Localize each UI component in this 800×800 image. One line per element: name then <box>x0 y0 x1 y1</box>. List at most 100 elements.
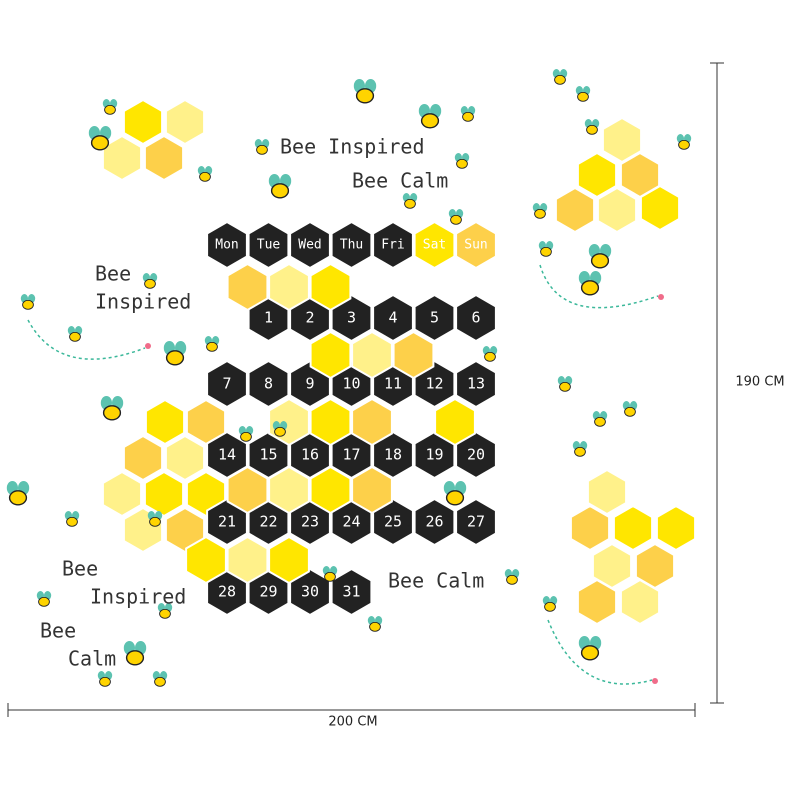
bee <box>6 481 30 506</box>
bee <box>588 244 612 269</box>
bee-body <box>38 596 50 607</box>
bee-body <box>420 113 440 129</box>
weekday-label: Sun <box>464 238 487 253</box>
bee-body <box>199 171 211 182</box>
bee-body <box>462 111 474 122</box>
hexagon <box>455 293 497 343</box>
bee-body <box>586 124 598 135</box>
height-label: 190 CM <box>735 375 784 390</box>
bee-body <box>240 431 252 442</box>
bee <box>592 411 608 427</box>
bee <box>443 481 467 506</box>
heart <box>145 343 151 349</box>
bee <box>676 134 692 150</box>
hexagon <box>372 293 414 343</box>
bee <box>64 511 80 527</box>
bee <box>538 241 554 257</box>
weekday-label: Mon <box>215 238 238 253</box>
slogan: Bee <box>62 557 98 581</box>
bee-body <box>534 208 546 219</box>
bee-body <box>159 608 171 619</box>
bee-body <box>404 198 416 209</box>
bee <box>204 336 220 352</box>
bee <box>552 69 568 85</box>
bee <box>322 566 338 582</box>
hexagon <box>247 359 290 409</box>
slogan: Bee <box>95 262 131 286</box>
hexagon <box>434 397 476 447</box>
bee <box>542 596 558 612</box>
day-number: 27 <box>467 513 485 531</box>
day-number: 31 <box>342 583 360 601</box>
hexagon <box>372 220 414 270</box>
day-number: 5 <box>430 309 439 327</box>
bee-body <box>580 280 600 296</box>
day-number: 13 <box>467 375 485 393</box>
bee <box>268 174 292 199</box>
bee-body <box>369 621 381 632</box>
bee <box>97 671 113 687</box>
day-number: 24 <box>342 513 360 531</box>
hexagon <box>601 116 643 164</box>
bee-body <box>559 381 571 392</box>
bee-body <box>484 351 496 362</box>
bee-body <box>22 299 34 310</box>
hexagon <box>351 397 393 447</box>
bee-body <box>506 574 518 585</box>
hexagon <box>164 434 206 482</box>
hexagon <box>268 262 310 312</box>
bee-body <box>540 246 552 257</box>
bee-body <box>165 350 185 366</box>
bee-body <box>590 253 610 269</box>
weekday-label: Fri <box>381 238 404 253</box>
bee-body <box>594 416 606 427</box>
width-label: 200 CM <box>328 715 377 730</box>
day-number: 12 <box>425 375 443 393</box>
day-number: 6 <box>471 309 480 327</box>
weekday-label: Thu <box>340 238 363 253</box>
bee-body <box>355 88 375 104</box>
bee <box>504 569 520 585</box>
hexagon <box>164 98 206 146</box>
day-number: 16 <box>301 446 319 464</box>
bee-body <box>544 601 556 612</box>
hexagon <box>554 186 596 234</box>
slogan: Bee Calm <box>388 569 484 593</box>
bee <box>402 193 418 209</box>
bee <box>254 139 270 155</box>
hexagon <box>455 359 497 409</box>
bee <box>197 166 213 182</box>
bee <box>448 209 464 225</box>
bee <box>238 426 254 442</box>
hexagon <box>619 578 661 626</box>
bee <box>147 511 163 527</box>
day-number: 29 <box>259 583 277 601</box>
day-number: 25 <box>384 513 402 531</box>
bee-body <box>144 278 156 289</box>
bee <box>142 273 158 289</box>
bee <box>102 99 118 115</box>
hexagon <box>413 497 456 547</box>
bee <box>36 591 52 607</box>
bee-body <box>577 91 589 102</box>
bee <box>454 153 470 169</box>
bee <box>353 79 377 104</box>
bee <box>367 616 383 632</box>
bee-body <box>69 331 81 342</box>
bee-body <box>270 183 290 199</box>
hexagon <box>351 465 393 515</box>
bee <box>575 86 591 102</box>
bee-body <box>154 676 166 687</box>
bee <box>123 641 147 666</box>
hexagon <box>185 398 227 446</box>
hexagon <box>289 220 331 270</box>
day-number: 28 <box>218 583 236 601</box>
day-number: 8 <box>264 375 273 393</box>
day-number: 30 <box>301 583 319 601</box>
slogan: Bee <box>40 619 76 643</box>
bee-body <box>554 74 566 85</box>
hexagon <box>309 397 352 447</box>
day-number: 21 <box>218 513 236 531</box>
bee-body <box>624 406 636 417</box>
bee <box>557 376 573 392</box>
